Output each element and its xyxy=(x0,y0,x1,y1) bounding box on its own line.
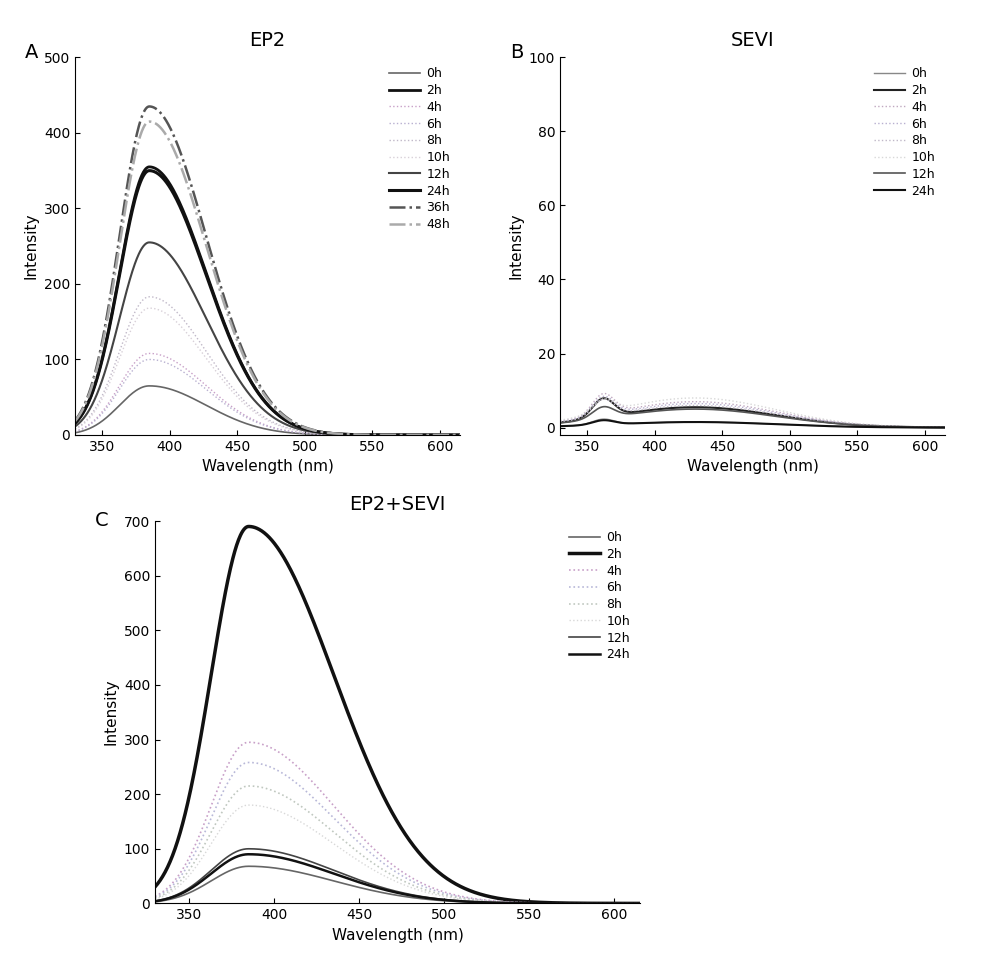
Legend: 0h, 2h, 4h, 6h, 8h, 10h, 12h, 24h, 36h, 48h: 0h, 2h, 4h, 6h, 8h, 10h, 12h, 24h, 36h, … xyxy=(385,64,454,235)
Y-axis label: Intensity: Intensity xyxy=(23,213,38,279)
Legend: 0h, 2h, 4h, 6h, 8h, 10h, 12h, 24h: 0h, 2h, 4h, 6h, 8h, 10h, 12h, 24h xyxy=(870,64,939,202)
X-axis label: Wavelength (nm): Wavelength (nm) xyxy=(332,928,463,943)
Text: A: A xyxy=(25,43,38,62)
Title: SEVI: SEVI xyxy=(731,32,774,51)
X-axis label: Wavelength (nm): Wavelength (nm) xyxy=(202,460,333,474)
X-axis label: Wavelength (nm): Wavelength (nm) xyxy=(687,460,818,474)
Legend: 0h, 2h, 4h, 6h, 8h, 10h, 12h, 24h: 0h, 2h, 4h, 6h, 8h, 10h, 12h, 24h xyxy=(565,528,634,665)
Y-axis label: Intensity: Intensity xyxy=(508,213,523,279)
Title: EP2+SEVI: EP2+SEVI xyxy=(349,495,446,514)
Title: EP2: EP2 xyxy=(249,32,286,51)
Text: C: C xyxy=(95,511,109,531)
Y-axis label: Intensity: Intensity xyxy=(103,679,118,746)
Text: B: B xyxy=(510,43,523,62)
